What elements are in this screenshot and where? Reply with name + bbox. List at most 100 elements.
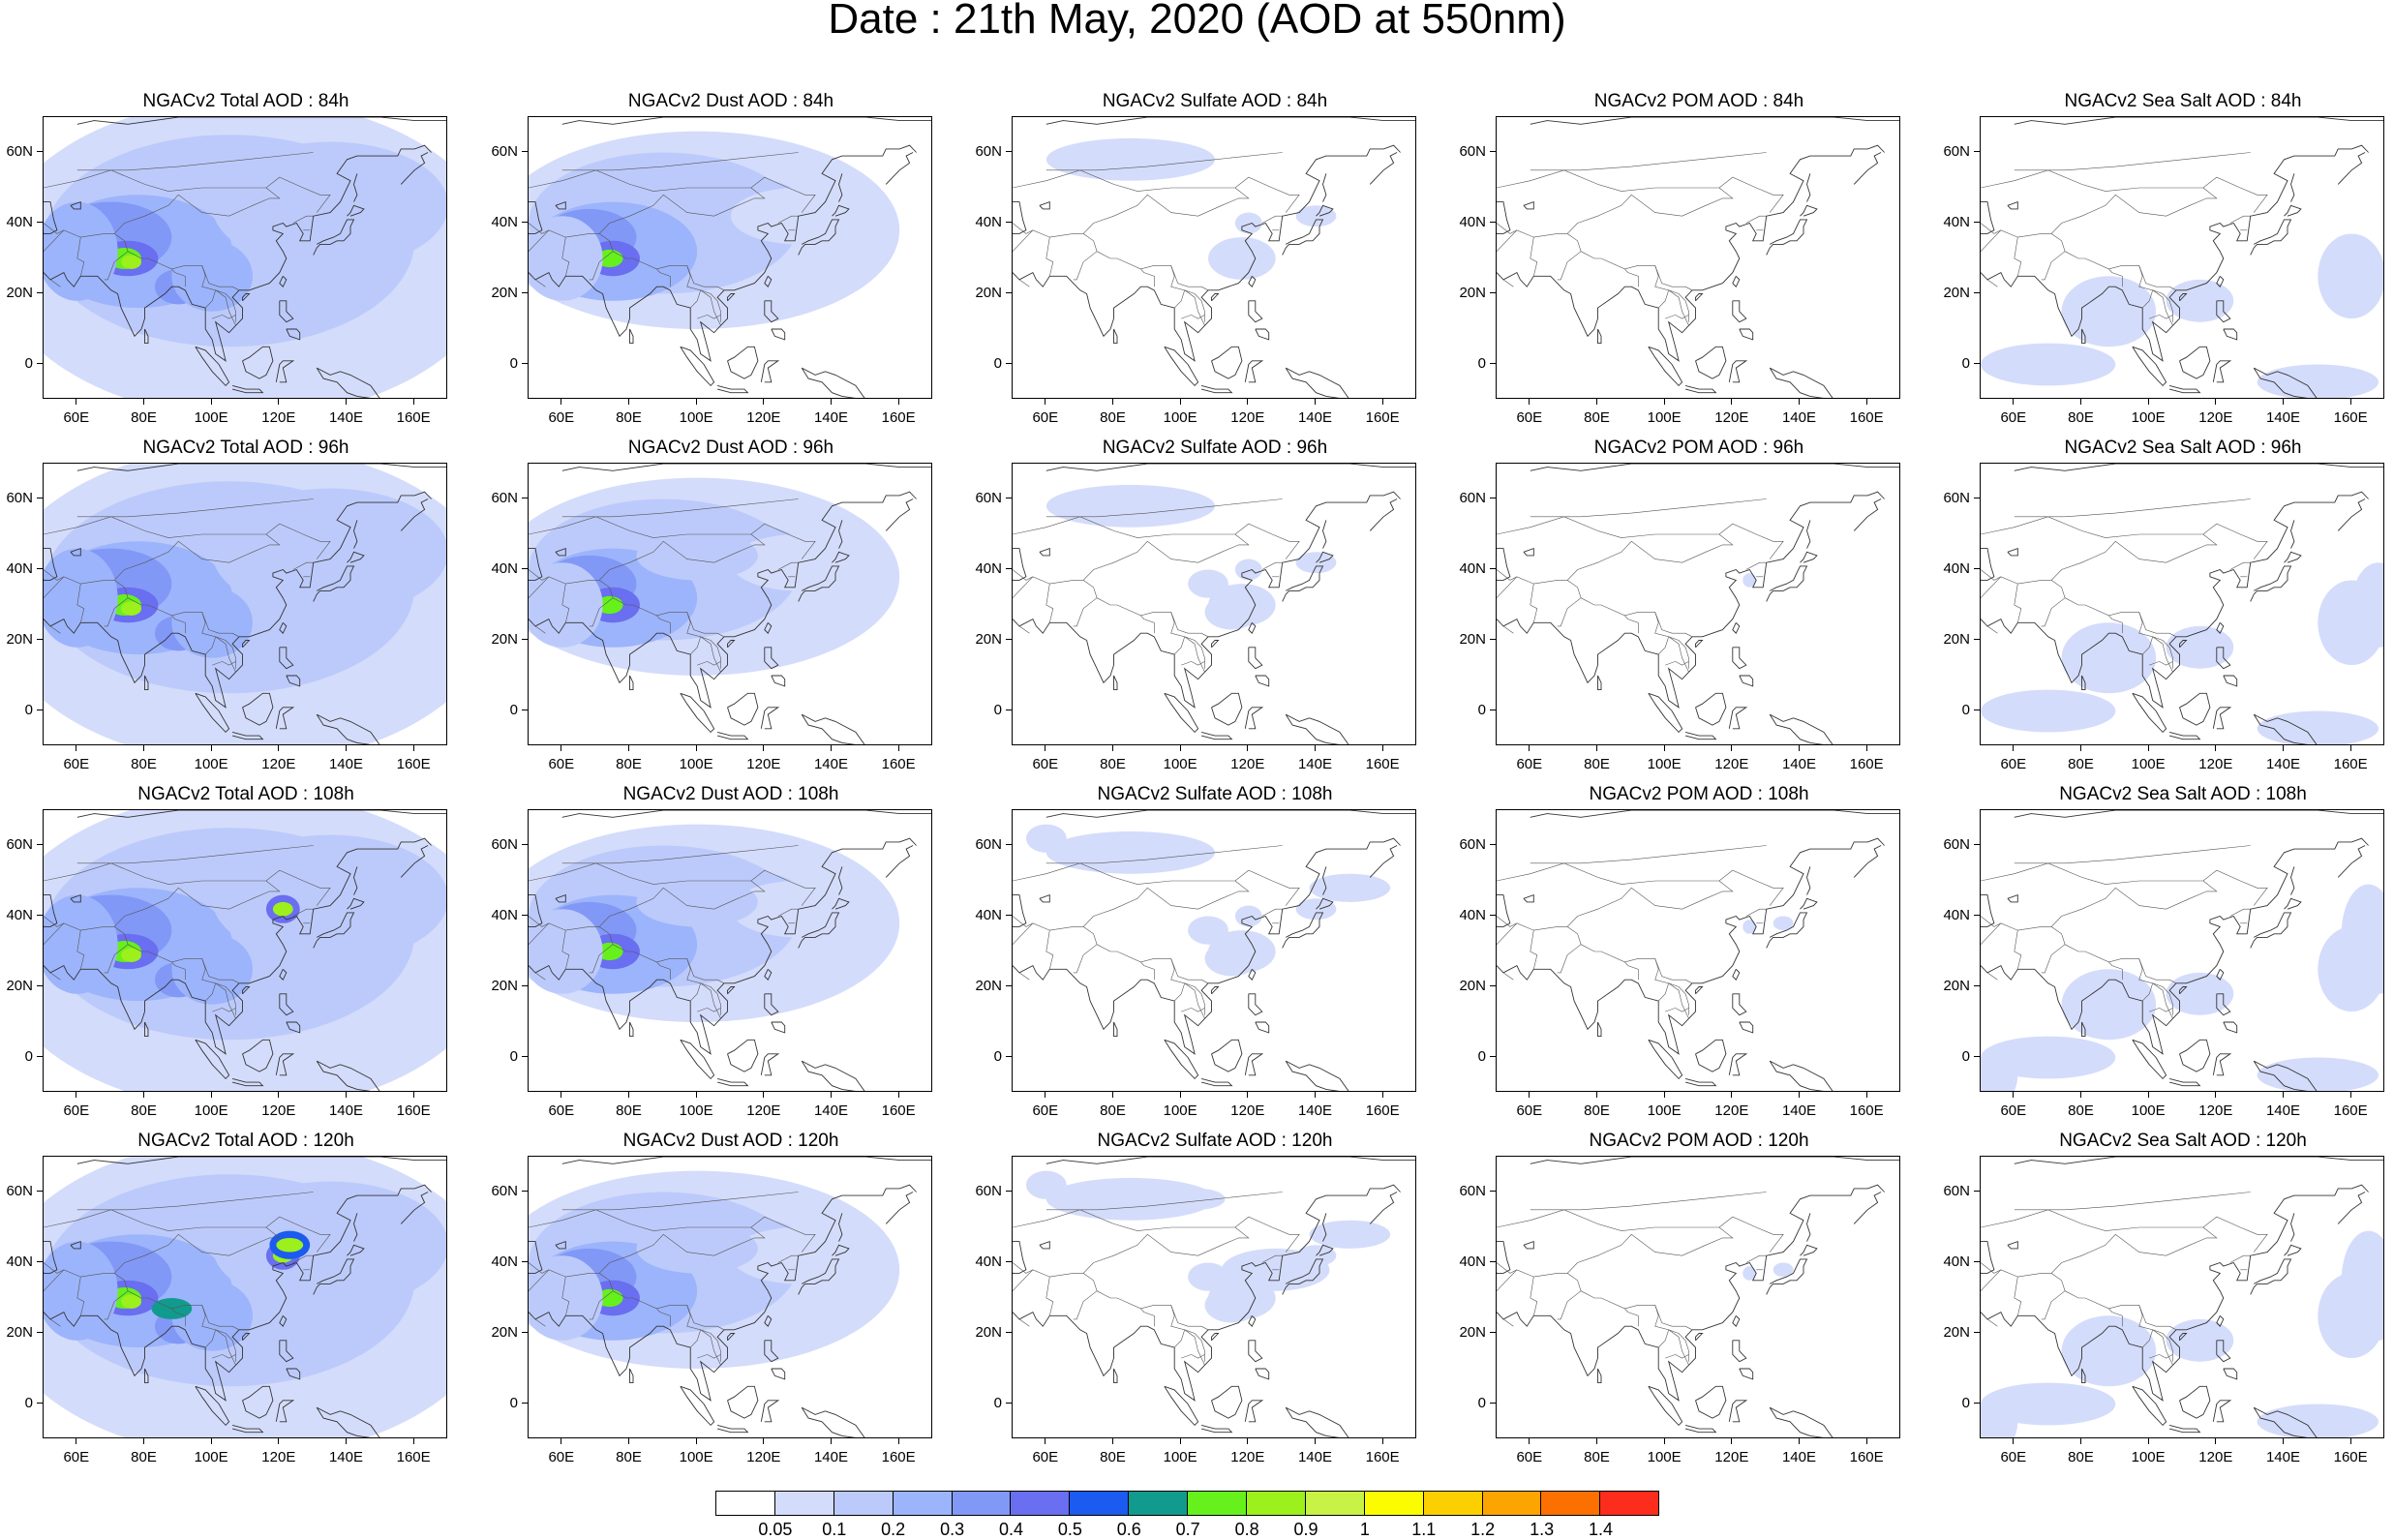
x-tick-label: 60E	[1032, 1449, 1059, 1465]
x-tick	[1179, 745, 1181, 751]
map-line	[760, 360, 780, 383]
map-line	[2014, 1277, 2022, 1316]
aod-map	[1981, 464, 2383, 744]
x-tick	[1112, 399, 1113, 405]
map-line	[44, 1254, 145, 1278]
y-tick-label: 0	[509, 1047, 518, 1065]
map-line	[1981, 548, 1995, 581]
x-tick-label: 140E	[813, 409, 849, 426]
map-line	[1244, 360, 1264, 383]
map-line	[561, 1192, 799, 1211]
map-line	[231, 384, 264, 394]
map-line	[1248, 621, 1257, 634]
map-line	[242, 1333, 251, 1342]
map-line	[212, 1008, 236, 1012]
x-tick	[278, 745, 280, 751]
map-line	[1853, 1192, 1882, 1224]
y-tick-label: 60N	[491, 835, 518, 853]
map-line	[1981, 922, 2002, 946]
map-line	[212, 661, 236, 666]
map-line	[2212, 1400, 2232, 1423]
map-line	[292, 1254, 314, 1263]
panel-title: NGACv2 Total AOD : 120h	[137, 1131, 354, 1151]
y-tick-label: 40N	[975, 906, 1002, 923]
y-tick-label: 60N	[491, 1182, 518, 1199]
map-line	[1113, 187, 1250, 217]
map-line	[1316, 897, 1334, 910]
y-tick	[1974, 151, 1980, 152]
x-tick	[1865, 745, 1867, 751]
aod-shading	[1295, 898, 1337, 921]
y-tick-label: 0	[993, 1047, 1002, 1065]
map-line	[1497, 548, 1511, 581]
map-line	[313, 219, 355, 256]
map-panel-total-3: NGACv2 Total AOD : 120h 60N 40N 20N 0 60E 80E 1…	[6, 1131, 447, 1465]
map-line	[242, 640, 251, 649]
map-line	[44, 548, 58, 581]
map-line	[2212, 707, 2232, 730]
map-line	[832, 204, 850, 217]
map-line	[1732, 968, 1741, 981]
y-tick	[522, 1261, 528, 1262]
x-tick-label: 120E	[2198, 756, 2233, 772]
y-tick-label: 0	[993, 1394, 1002, 1411]
map-line	[2064, 597, 2154, 655]
colorbar-swatch	[1599, 1491, 1660, 1516]
map-line	[838, 173, 843, 202]
map-line	[1981, 229, 2002, 253]
x-tick	[897, 1438, 899, 1444]
map-line	[2138, 612, 2177, 638]
map-line	[44, 1241, 58, 1274]
map-line	[1732, 1314, 1741, 1327]
map-line	[1248, 300, 1263, 323]
y-tick-label: 0	[1477, 701, 1486, 718]
map-line	[686, 1305, 725, 1331]
map-line	[1039, 200, 1050, 210]
map-line	[629, 533, 766, 563]
x-tick	[2013, 399, 2015, 405]
map-line	[2168, 731, 2201, 740]
map-line	[760, 1053, 780, 1076]
map-line	[44, 837, 432, 1055]
map-line	[1045, 1157, 1415, 1164]
map-line	[2253, 1060, 2318, 1091]
x-tick-label: 60E	[63, 756, 90, 772]
map-line	[1981, 144, 2369, 362]
map-line	[2138, 1305, 2177, 1331]
x-tick	[2283, 745, 2284, 751]
map-line	[2138, 265, 2177, 291]
y-tick-label: 40N	[491, 1253, 518, 1270]
y-tick	[37, 568, 43, 569]
x-tick-label: 120E	[1714, 1102, 1749, 1119]
x-tick-label: 100E	[2131, 1102, 2166, 1119]
y-tick	[1974, 1403, 1980, 1404]
x-tick	[1663, 1092, 1665, 1098]
y-tick	[1490, 985, 1496, 986]
map-line	[1684, 1424, 1717, 1434]
map-line	[286, 328, 301, 341]
colorbar-label: 0.9	[1293, 1520, 1318, 1539]
x-tick	[1663, 745, 1665, 751]
map-line	[279, 621, 288, 634]
y-tick	[522, 222, 528, 223]
map-line	[1806, 520, 1811, 549]
map-line	[2132, 346, 2167, 387]
x-tick-label: 140E	[1781, 1102, 1817, 1119]
colorbar-label: 1.2	[1470, 1520, 1496, 1539]
map-panel-dust-0: NGACv2 Dust AOD : 84h 60N 40N 20N 0 60E 80E 100…	[491, 91, 932, 426]
map-line	[2250, 565, 2292, 602]
y-tick	[1006, 292, 1012, 293]
map-line	[1695, 293, 1704, 302]
x-tick	[278, 399, 280, 405]
y-tick-label: 40N	[975, 1253, 1002, 1270]
x-tick-label: 140E	[328, 1449, 364, 1465]
x-tick	[1596, 1438, 1597, 1444]
x-tick-label: 60E	[1516, 1102, 1543, 1119]
map-line	[70, 893, 81, 903]
map-line	[764, 968, 773, 981]
aod-shading	[1045, 137, 1215, 181]
y-tick-label: 20N	[1943, 284, 1970, 301]
map-line	[1497, 1241, 1511, 1274]
panel-title: NGACv2 Dust AOD : 96h	[627, 438, 834, 458]
map-line	[801, 1060, 865, 1091]
